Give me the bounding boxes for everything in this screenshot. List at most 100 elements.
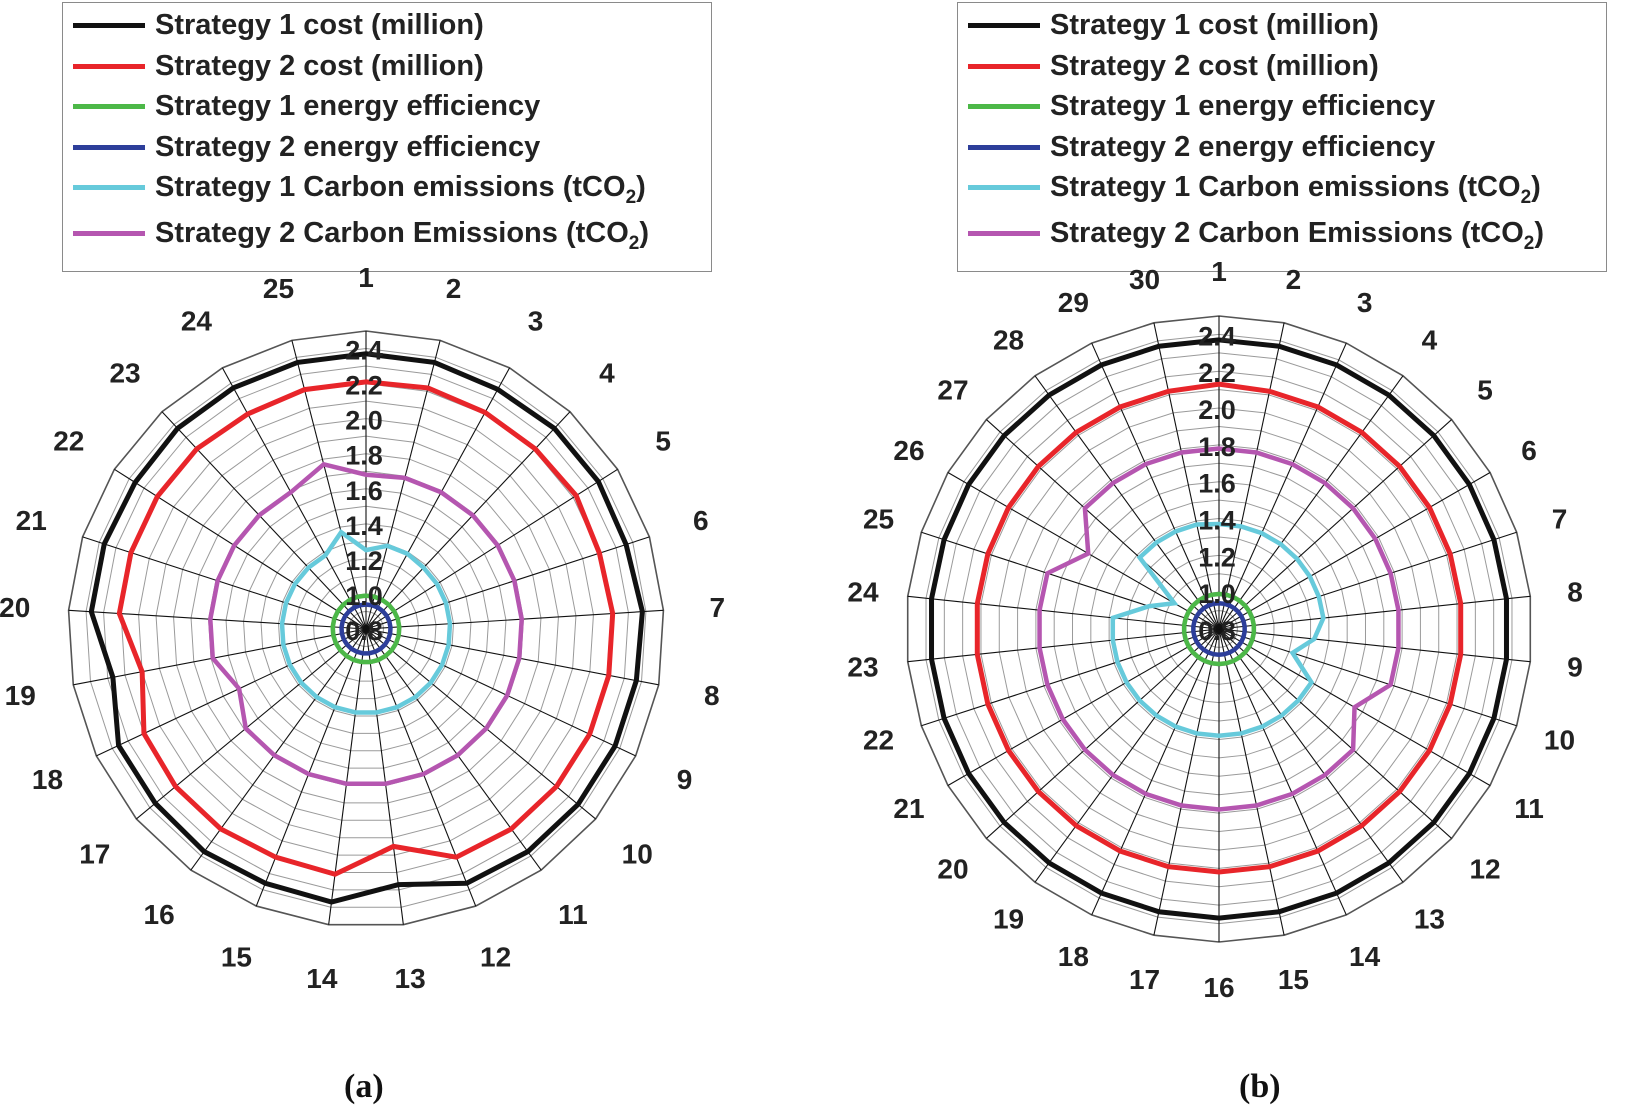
spoke-label: 23 <box>109 357 140 388</box>
radial-tick-label: 1.4 <box>1198 506 1236 536</box>
radial-tick-label: 2.2 <box>1198 358 1236 388</box>
spoke-label: 13 <box>395 963 426 994</box>
spoke-line <box>1218 628 1347 916</box>
spoke-label: 3 <box>528 306 544 337</box>
spoke-label: 5 <box>655 425 671 456</box>
legend-item: Strategy 2 cost (million) <box>958 46 1606 86</box>
spoke-label: 12 <box>480 941 511 972</box>
series-line <box>1191 600 1247 658</box>
legend-item: Strategy 2 energy efficiency <box>958 127 1606 167</box>
spoke-label: 16 <box>144 899 175 930</box>
legend-swatch <box>968 63 1040 69</box>
spoke-label: 11 <box>558 899 588 930</box>
grid-ring <box>155 418 577 839</box>
spoke-line <box>365 628 596 820</box>
spoke-label: 30 <box>1129 264 1160 295</box>
series-line <box>929 337 1509 921</box>
legend-item: Strategy 1 Carbon emissions (tCO2) <box>958 167 1606 208</box>
spoke-label: 18 <box>32 764 63 795</box>
spoke-label: 14 <box>306 963 338 994</box>
spoke-line <box>947 628 1220 786</box>
spoke-line <box>1218 531 1517 630</box>
radial-tick-label: 1.2 <box>1198 542 1236 572</box>
radial-tick-label: 1.0 <box>345 581 383 611</box>
spoke-line <box>1218 628 1531 663</box>
radial-tick-label: 1.6 <box>1198 469 1236 499</box>
spoke-label: 26 <box>893 435 924 466</box>
spoke-label: 24 <box>847 577 879 608</box>
legend-label: Strategy 1 cost (million) <box>1050 9 1379 41</box>
legend-swatch <box>968 23 1040 28</box>
spoke-label: 15 <box>1278 964 1309 995</box>
legend-label: Strategy 2 energy efficiency <box>1050 130 1436 163</box>
radial-tick-label: 1.0 <box>1198 579 1236 609</box>
spoke-label: 19 <box>993 904 1024 935</box>
legend-swatch <box>73 185 145 190</box>
spoke-line <box>1034 375 1220 630</box>
legend-label: Strategy 2 Carbon Emissions (tCO2) <box>1050 217 1545 254</box>
legend-swatch <box>968 104 1040 109</box>
spoke-label: 20 <box>0 592 30 623</box>
spoke-label: 10 <box>622 838 653 869</box>
spoke-label: 29 <box>1058 287 1089 318</box>
series-line <box>88 351 645 905</box>
legend-item: Strategy 1 cost (million) <box>958 5 1606 45</box>
legend-label: Strategy 2 energy efficiency <box>155 130 541 163</box>
chart-panel-b: Strategy 1 cost (million) Strategy 2 cost… <box>819 0 1639 1116</box>
spoke-line <box>1218 472 1491 630</box>
grid-ring <box>313 575 419 682</box>
spoke-line <box>1218 595 1531 630</box>
legend-label: Strategy 1 energy efficiency <box>1050 90 1436 122</box>
spoke-line <box>986 628 1220 839</box>
legend-swatch <box>73 104 145 109</box>
radial-tick-label: 1.6 <box>345 476 383 506</box>
legend-label: Strategy 1 Carbon emissions (tCO2) <box>1050 171 1541 208</box>
grid-ring <box>225 488 507 769</box>
spoke-line <box>365 536 650 630</box>
legend-label: Strategy 2 cost (million) <box>1050 49 1379 82</box>
spoke-line <box>136 628 367 820</box>
spoke-label: 8 <box>704 680 720 711</box>
spoke-label: 21 <box>16 505 47 536</box>
spoke-line <box>921 531 1220 630</box>
grid-ring <box>278 540 454 717</box>
spoke-label: 17 <box>79 838 110 869</box>
legend-swatch <box>73 231 145 236</box>
spoke-label: 1 <box>1211 256 1227 287</box>
radial-tick-label: 2.4 <box>345 336 383 366</box>
spoke-line <box>1091 342 1220 630</box>
series-line <box>208 461 524 787</box>
spoke-label: 22 <box>863 725 894 756</box>
spoke-label: 4 <box>599 357 615 388</box>
spoke-line <box>1218 322 1285 630</box>
spoke-line <box>365 628 404 925</box>
spoke-line <box>1218 628 1452 839</box>
grid-ring <box>190 453 542 804</box>
spoke-line <box>73 628 367 686</box>
radial-tick-label: 2.2 <box>345 371 383 401</box>
spoke-label: 6 <box>1521 435 1537 466</box>
legend-swatch <box>968 185 1040 190</box>
spoke-label: 3 <box>1357 287 1373 318</box>
legend-label: Strategy 1 Carbon emissions (tCO2) <box>155 171 646 208</box>
legend-item: Strategy 1 Carbon emissions (tCO2) <box>63 167 711 208</box>
spoke-line <box>365 628 477 907</box>
spoke-line <box>1218 628 1517 727</box>
spoke-label: 7 <box>710 592 726 623</box>
spoke-label: 2 <box>446 273 462 304</box>
spoke-label: 28 <box>993 324 1024 355</box>
series-line <box>279 529 453 715</box>
spoke-line <box>1153 628 1220 936</box>
legend-item: Strategy 1 cost (million) <box>63 5 711 45</box>
grid-ring <box>260 523 472 734</box>
radial-tick-label: 1.8 <box>345 441 383 471</box>
spoke-label: 20 <box>937 854 968 885</box>
spoke-label: 5 <box>1477 374 1493 405</box>
grid-ring <box>138 400 594 856</box>
series-line <box>116 379 616 877</box>
legend-swatch <box>73 144 145 150</box>
grid-ring <box>243 505 489 752</box>
spoke-label: 11 <box>1514 793 1544 824</box>
spoke-line <box>1218 342 1347 630</box>
panel-label: (a) <box>344 1068 384 1105</box>
